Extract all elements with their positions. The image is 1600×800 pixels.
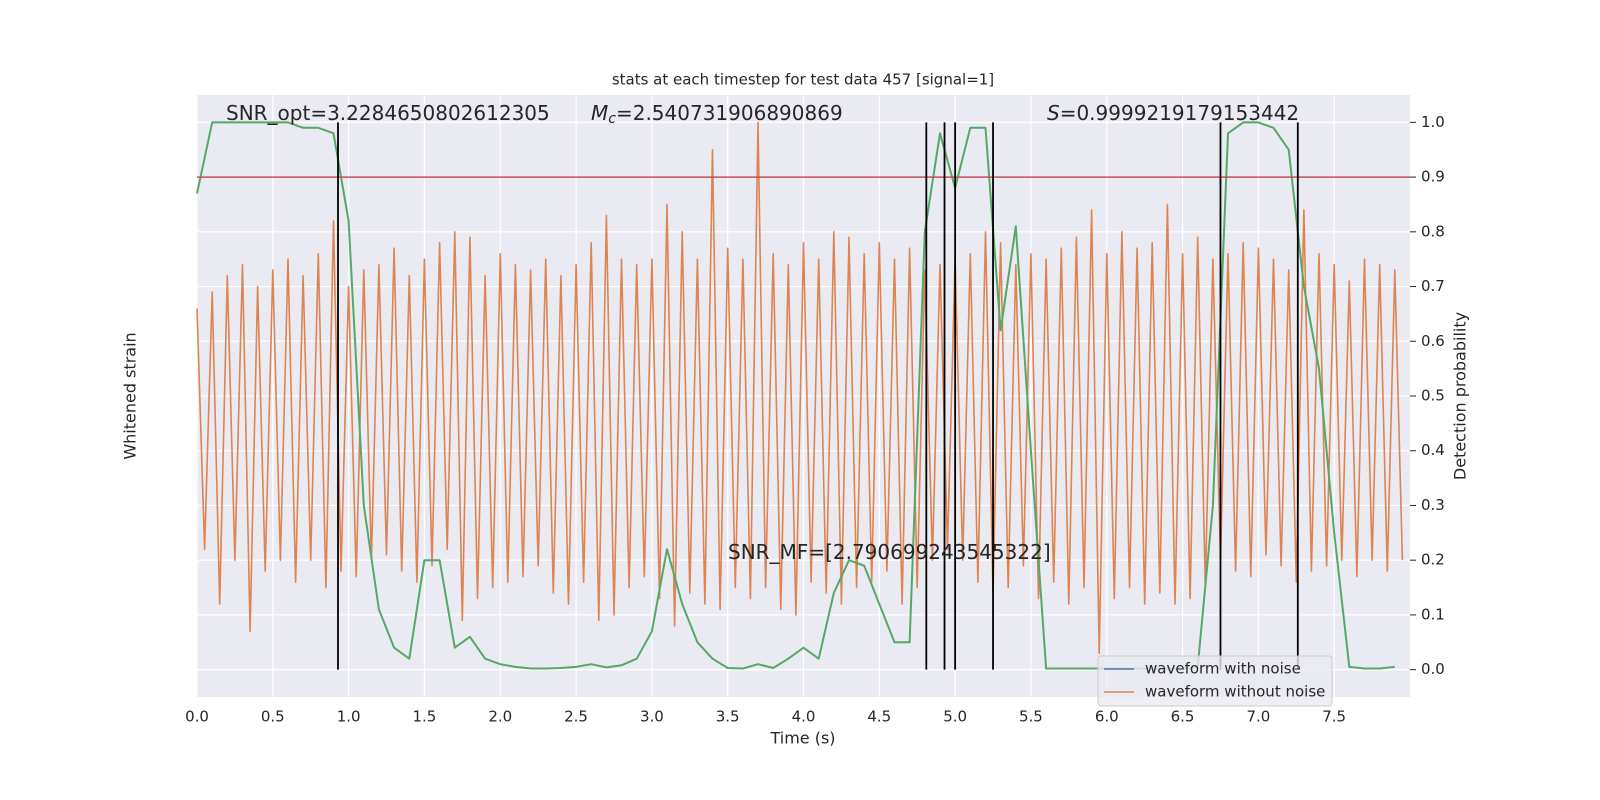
annotation-text: =2.540731906890869 [616,101,843,125]
y2-axis-label: Detection probability [1451,312,1470,480]
y2-tick-label: 1.0 [1421,113,1445,131]
legend-box [1097,655,1333,707]
x-tick-label: 6.0 [1095,708,1119,726]
x-tick-label: 5.5 [1019,708,1043,726]
y2-tick-label: 0.9 [1421,168,1445,186]
x-tick-label: 4.0 [792,708,816,726]
y2-tick-label: 0.2 [1421,551,1445,569]
x-tick-label: 2.0 [488,708,512,726]
y2-tick-label: 0.3 [1421,496,1445,514]
annotation-text: SNR_MF=[2.790699243545322] [728,540,1051,564]
x-tick-label: 0.5 [261,708,285,726]
y2-tick-label: 0.0 [1421,660,1445,678]
chart-title: stats at each timestep for test data 457… [612,71,994,89]
legend-label: waveform with noise [1145,660,1301,678]
x-axis-label: Time (s) [769,729,835,748]
y2-tick-label: 0.4 [1421,441,1445,459]
x-tick-label: 1.5 [413,708,437,726]
annotation-symbol: S [1047,101,1060,125]
y2-tick-label: 0.6 [1421,332,1445,350]
y2-tick-label: 0.7 [1421,277,1445,295]
annotation: SNR_opt=3.2284650802612305 [226,101,550,125]
series-line [196,121,1404,654]
x-tick-label: 6.5 [1171,708,1195,726]
x-tick-label: 1.0 [337,708,361,726]
x-tick-label: 3.0 [640,708,664,726]
x-tick-label: 7.0 [1246,708,1270,726]
x-tick-label: 2.5 [564,708,588,726]
y2-tick-label: 0.8 [1421,222,1445,240]
annotation-symbol: M [591,101,608,125]
legend-label: waveform without noise [1145,683,1325,701]
y2-tick-label: 0.5 [1421,387,1445,405]
y2-tick-label: 0.1 [1421,605,1445,623]
annotation-text: =0.9999219179153442 [1060,101,1299,125]
x-tick-label: 0.0 [185,708,209,726]
annotation-text: SNR_opt=3.2284650802612305 [226,101,550,125]
annotation: SNR_MF=[2.790699243545322] [728,540,1051,564]
x-tick-label: 5.0 [943,708,967,726]
x-tick-label: 4.5 [867,708,891,726]
annotation: S=0.9999219179153442 [1047,101,1299,125]
annotation: Mc=2.540731906890869 [591,101,843,128]
y-axis-label: Whitened strain [121,332,140,459]
x-tick-label: 7.5 [1322,708,1346,726]
annotation-subscript: c [608,111,616,127]
x-tick-label: 3.5 [716,708,740,726]
